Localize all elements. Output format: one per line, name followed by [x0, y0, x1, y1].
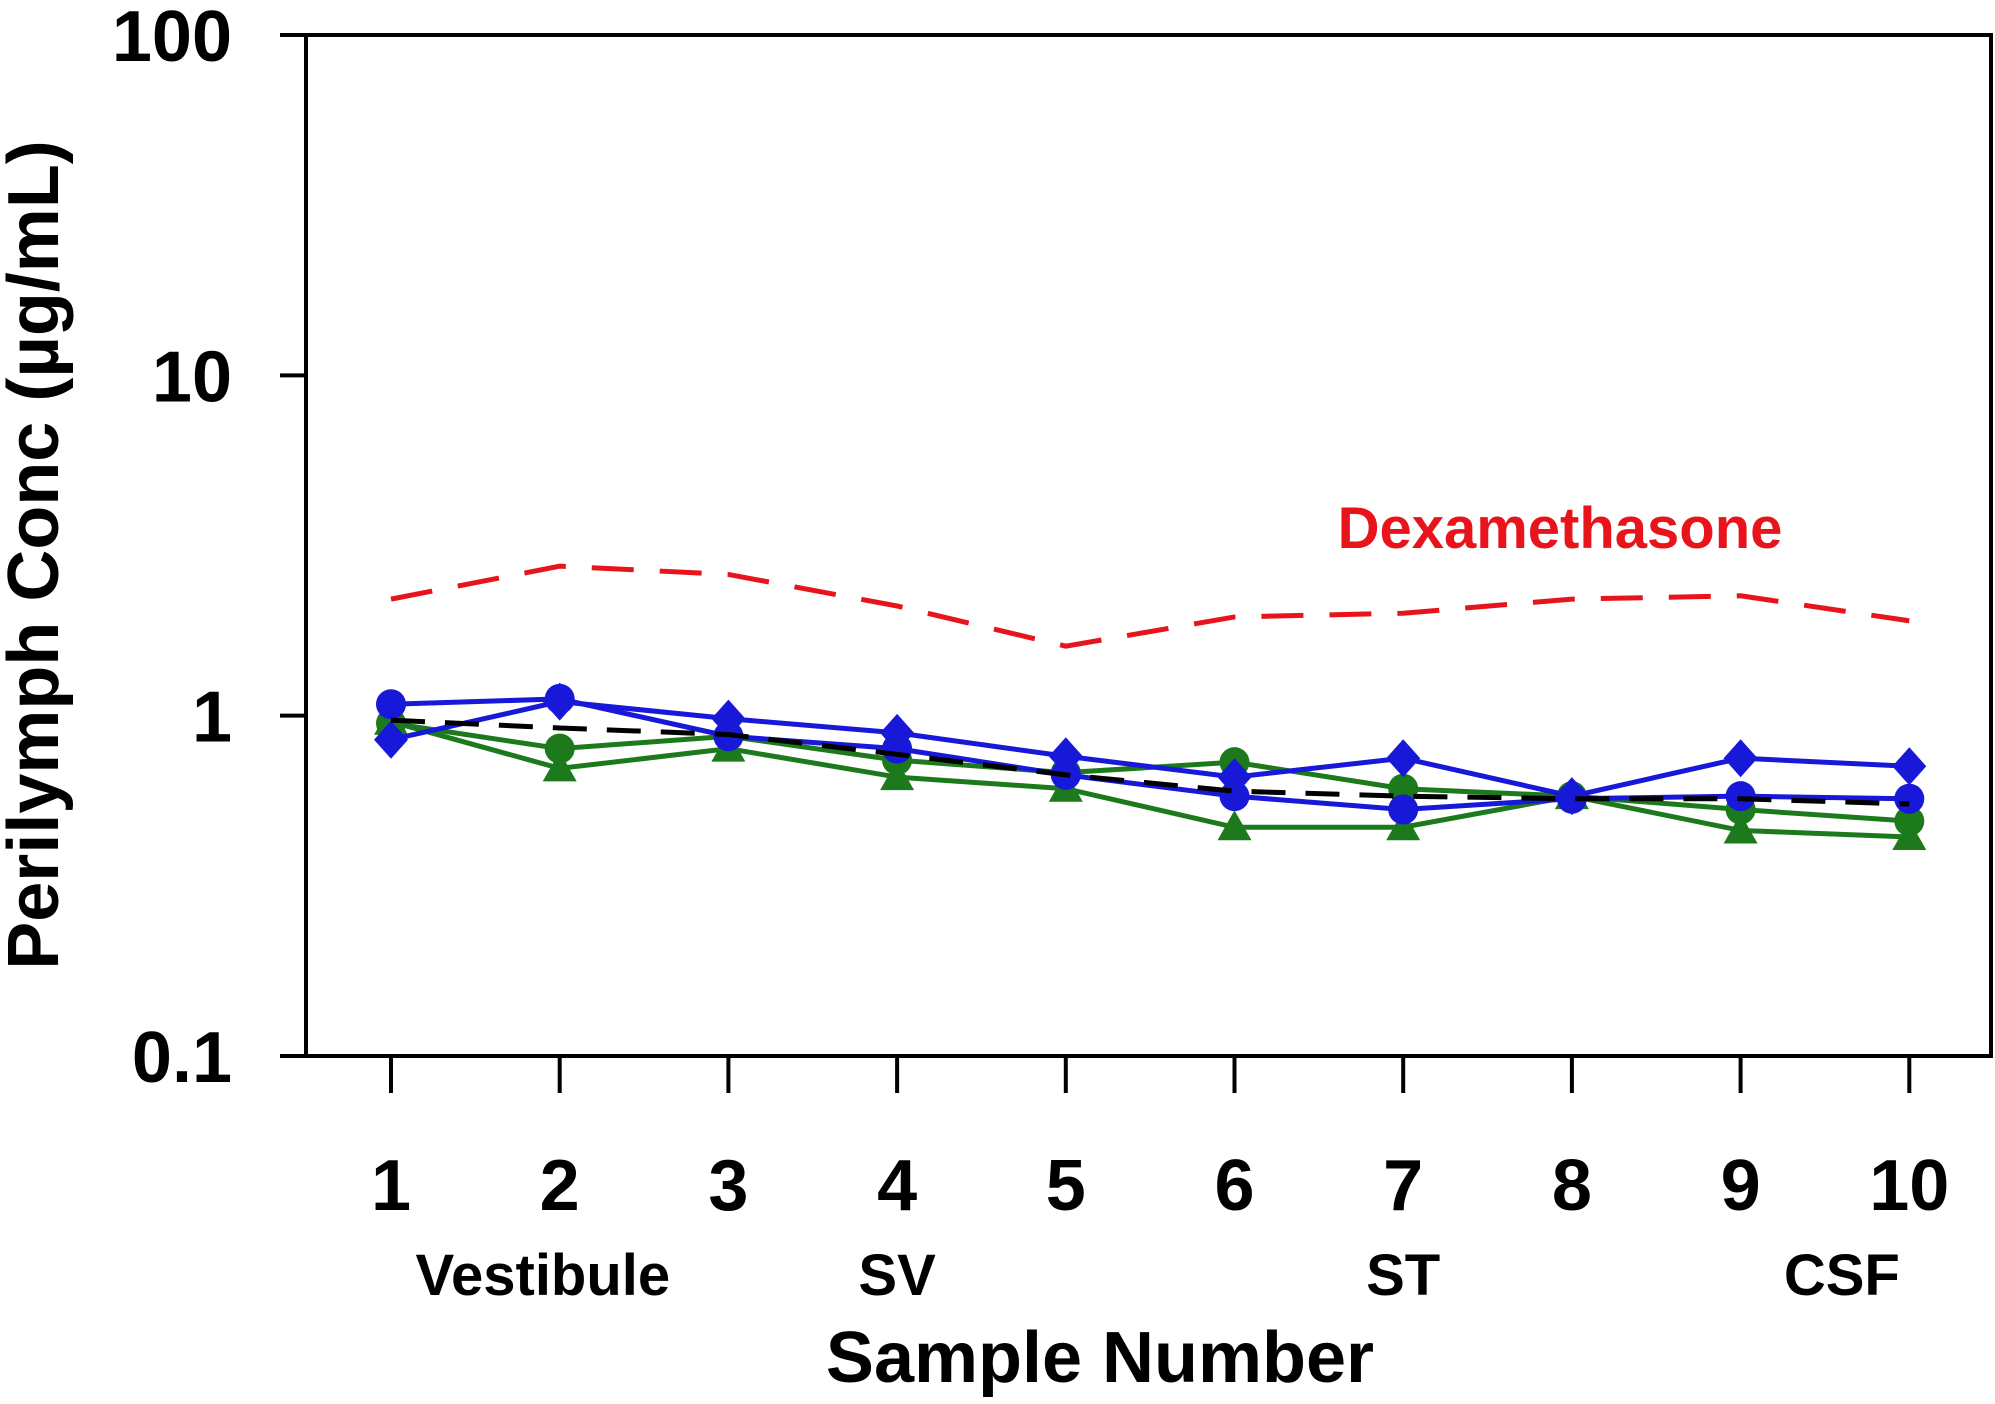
data-point-diamond	[880, 713, 915, 752]
y-tick-label: 10	[152, 337, 232, 417]
x-tick-label: 1	[371, 1146, 411, 1226]
series-layer	[374, 563, 1927, 851]
data-point-diamond	[542, 682, 577, 721]
region-label: CSF	[1784, 1243, 1900, 1308]
data-point-triangle	[1386, 810, 1421, 841]
data-point-triangle	[1723, 813, 1758, 844]
data-point-circle	[1894, 783, 1925, 814]
y-tick-label: 100	[112, 0, 232, 77]
x-tick-label: 10	[1869, 1146, 1949, 1226]
series-blue-diamonds	[374, 682, 1927, 816]
annotation-dexamethasone: Dexamethasone	[1338, 496, 1783, 561]
x-tick-label: 5	[1046, 1146, 1086, 1226]
region-label: SV	[858, 1243, 936, 1308]
x-tick-label: 2	[540, 1146, 580, 1226]
x-tick-label: 3	[708, 1146, 748, 1226]
series-line	[390, 696, 1910, 813]
series-mean	[390, 717, 1910, 807]
series-line	[390, 699, 1910, 799]
plot-frame	[304, 33, 1993, 1058]
data-point-diamond	[1554, 777, 1589, 816]
data-point-triangle	[542, 751, 577, 782]
x-tick-label: 4	[877, 1146, 917, 1226]
series-line	[390, 719, 1910, 840]
region-label: Vestibule	[416, 1243, 671, 1308]
data-point-triangle	[1217, 810, 1252, 841]
data-point-diamond	[1386, 739, 1421, 778]
data-point-diamond	[374, 720, 408, 759]
data-point-circle	[1388, 794, 1419, 825]
y-tick-label: 1	[192, 678, 232, 758]
y-axis-ticks: 0.1 1 10 100	[112, 0, 306, 1098]
y-axis-label: Perilymph Conc (µg/mL)	[0, 140, 74, 970]
x-tick-label: 7	[1383, 1146, 1423, 1226]
series-line	[390, 717, 1910, 807]
series-green-triangles	[374, 704, 1927, 851]
data-point-diamond	[711, 699, 746, 738]
data-point-diamond	[1048, 737, 1083, 776]
series-line	[390, 563, 1910, 649]
data-point-triangle	[1892, 820, 1927, 851]
data-point-triangle	[880, 760, 915, 791]
data-point-diamond	[1892, 747, 1927, 786]
x-tick-label: 9	[1721, 1146, 1761, 1226]
data-point-triangle	[374, 704, 408, 735]
region-label: ST	[1366, 1243, 1440, 1308]
data-point-diamond	[1217, 758, 1252, 797]
x-axis-label: Sample Number	[826, 1318, 1374, 1398]
x-tick-label: 8	[1552, 1146, 1592, 1226]
data-point-circle	[544, 733, 575, 764]
data-point-circle	[1388, 773, 1419, 804]
x-axis-ticks: 1 2 3 4 5 6 7 8 9 10	[371, 1056, 1949, 1226]
series-dexamethasone	[390, 563, 1910, 649]
y-tick-label: 0.1	[132, 1018, 232, 1098]
data-point-diamond	[1723, 739, 1758, 778]
region-labels: Vestibule SV ST CSF	[416, 1243, 1900, 1308]
data-point-circle	[376, 689, 406, 720]
x-tick-label: 6	[1214, 1146, 1254, 1226]
data-point-circle	[1725, 781, 1756, 812]
